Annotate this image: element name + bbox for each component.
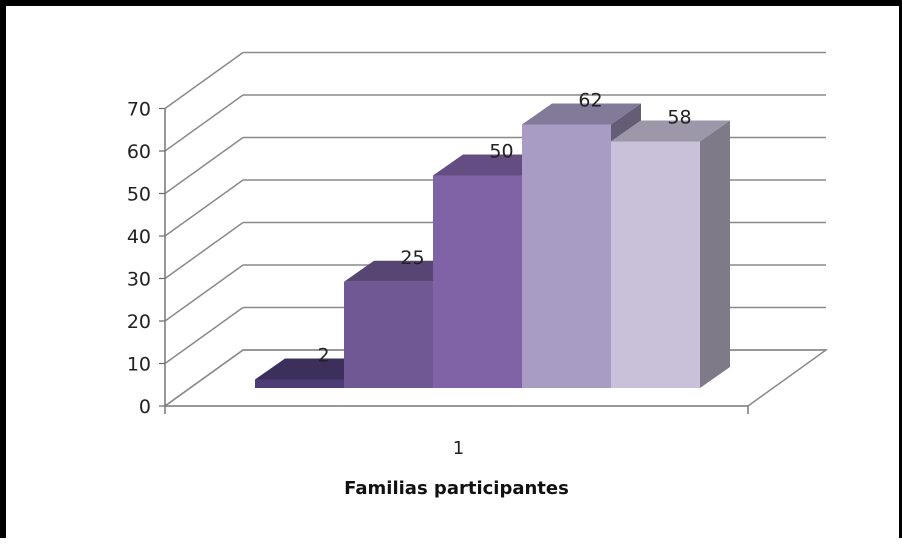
side-gridline [164, 51, 244, 110]
data-label: 62 [578, 90, 602, 112]
chart-canvas: 0 10 20 30 40 50 60 70 2 25 50 62 58 1 Familias par… [127, 51, 829, 499]
y-tick-labels: 0 10 20 30 40 50 60 70 [127, 99, 151, 419]
side-gridline [164, 306, 244, 365]
data-label: 58 [667, 107, 691, 129]
y-tick-label: 60 [127, 141, 151, 163]
y-tick-label: 50 [127, 184, 151, 206]
y-tick-label: 20 [127, 311, 151, 333]
data-label: 50 [489, 141, 513, 163]
bar-front [255, 379, 344, 388]
axes [159, 107, 749, 414]
side-gridline [164, 136, 244, 195]
bar-front [611, 141, 700, 388]
x-axis-title: Familias participantes [344, 478, 569, 499]
side-gridline [164, 94, 244, 152]
side-gridline [164, 349, 244, 407]
data-label: 25 [400, 247, 424, 269]
bar-4 [522, 103, 641, 388]
bar-top [611, 120, 730, 142]
bar-side [700, 120, 730, 388]
bar-front [344, 281, 433, 388]
side-gridline [164, 264, 244, 322]
y-tick-label: 40 [127, 226, 151, 248]
x-tick-label: 1 [453, 438, 464, 459]
bar-side [611, 103, 641, 142]
bar-front [433, 175, 522, 388]
bar-5 [611, 120, 730, 388]
bar-top [522, 103, 641, 125]
y-tick-label: 30 [127, 269, 151, 291]
bar-front [522, 124, 611, 388]
bars [255, 103, 730, 388]
data-labels: 2 25 50 62 58 [317, 90, 691, 367]
data-label: 2 [317, 345, 329, 367]
y-tick-label: 0 [139, 396, 151, 418]
y-tick-label: 10 [127, 354, 151, 376]
y-tick-label: 70 [127, 99, 151, 121]
side-gridline [164, 221, 244, 280]
side-gridline [164, 179, 244, 237]
